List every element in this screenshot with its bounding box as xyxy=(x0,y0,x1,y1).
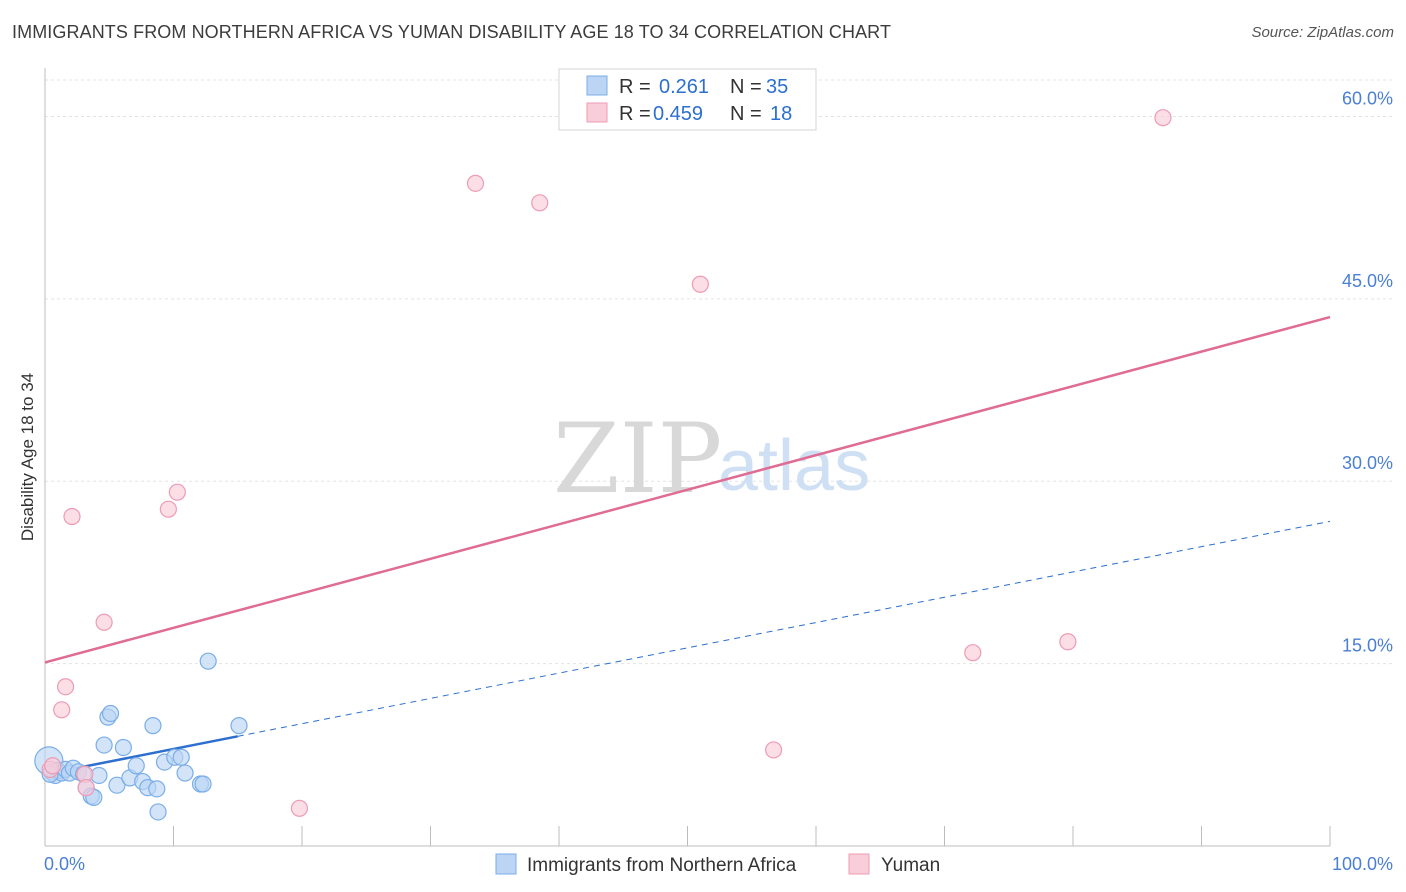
watermark-zip: ZIP xyxy=(553,403,722,515)
point-yuman-1 xyxy=(44,757,62,775)
legend-r-value-blue: 0.261 xyxy=(659,76,709,98)
legend-r-label-pink: R = xyxy=(619,103,651,125)
y-tick-label-0: 15.0% xyxy=(1342,636,1393,656)
point-yuman-16 xyxy=(1059,633,1077,651)
point-yuman-4 xyxy=(63,507,81,526)
series-legend-swatch-blue xyxy=(495,853,517,875)
series-legend-swatch-pink xyxy=(848,853,870,875)
chart-source: Source: ZipAtlas.com xyxy=(1251,24,1394,41)
legend-n-label-pink: N = xyxy=(730,103,762,125)
legend-n-label-blue: N = xyxy=(730,76,762,98)
y-tick-labels: 15.0% 30.0% 45.0% 60.0% xyxy=(1342,88,1393,655)
legend-r-label-blue: R = xyxy=(619,76,651,98)
series-legend: Immigrants from Northern Africa Yuman xyxy=(495,853,940,876)
correlation-legend: R = 0.261 N = 35 R = 0.459 N = 18 xyxy=(558,68,817,131)
data-points xyxy=(34,109,1172,821)
point-yuman-15 xyxy=(964,644,982,662)
point-yuman-8 xyxy=(159,500,177,518)
point-immigrants-29 xyxy=(176,764,194,782)
legend-n-value-blue: 35 xyxy=(766,76,788,98)
point-immigrants-24 xyxy=(149,803,167,821)
legend-r-value-pink: 0.459 xyxy=(653,103,703,125)
point-immigrants-14 xyxy=(95,736,113,754)
chart-title: IMMIGRANTS FROM NORTHERN AFRICA VS YUMAN… xyxy=(12,22,892,42)
point-yuman-11 xyxy=(466,174,485,192)
point-yuman-17 xyxy=(1154,109,1172,127)
legend-n-value-pink: 18 xyxy=(770,103,792,125)
point-immigrants-20 xyxy=(127,757,145,775)
watermark-atlas: atlas xyxy=(718,426,870,506)
point-yuman-6 xyxy=(77,779,95,797)
y-axis-title: Disability Age 18 to 34 xyxy=(18,373,37,541)
point-yuman-10 xyxy=(290,799,309,817)
point-yuman-7 xyxy=(95,613,113,631)
gridlines xyxy=(45,79,1395,665)
y-tick-label-3: 60.0% xyxy=(1342,88,1393,108)
legend-swatch-pink xyxy=(586,102,608,123)
series-legend-label-blue: Immigrants from Northern Africa xyxy=(527,855,797,876)
x-tick-label-max: 100.0% xyxy=(1332,854,1393,874)
point-immigrants-16 xyxy=(101,704,120,723)
point-immigrants-23 xyxy=(144,717,162,735)
point-immigrants-31 xyxy=(194,775,212,793)
point-immigrants-33 xyxy=(230,717,248,735)
point-yuman-12 xyxy=(531,194,549,212)
point-yuman-9 xyxy=(168,483,186,501)
series-legend-label-pink: Yuman xyxy=(881,855,940,876)
x-tick-label-min: 0.0% xyxy=(44,854,85,874)
trend-line-1 xyxy=(44,315,1331,664)
y-tick-label-1: 30.0% xyxy=(1342,453,1393,473)
point-immigrants-18 xyxy=(114,738,132,757)
trend-lines xyxy=(44,315,1331,776)
point-immigrants-17 xyxy=(108,776,126,794)
point-immigrants-28 xyxy=(172,748,190,766)
point-immigrants-25 xyxy=(148,780,166,798)
trend-dashed-0 xyxy=(237,520,1331,737)
point-immigrants-32 xyxy=(199,652,217,670)
point-immigrants-13 xyxy=(90,766,108,785)
point-yuman-3 xyxy=(56,678,75,696)
x-axis-ticks xyxy=(44,826,1331,846)
y-tick-label-2: 45.0% xyxy=(1342,271,1393,291)
point-yuman-13 xyxy=(691,275,709,293)
point-yuman-2 xyxy=(53,701,71,719)
legend-swatch-blue xyxy=(586,75,608,96)
point-yuman-14 xyxy=(764,741,783,759)
